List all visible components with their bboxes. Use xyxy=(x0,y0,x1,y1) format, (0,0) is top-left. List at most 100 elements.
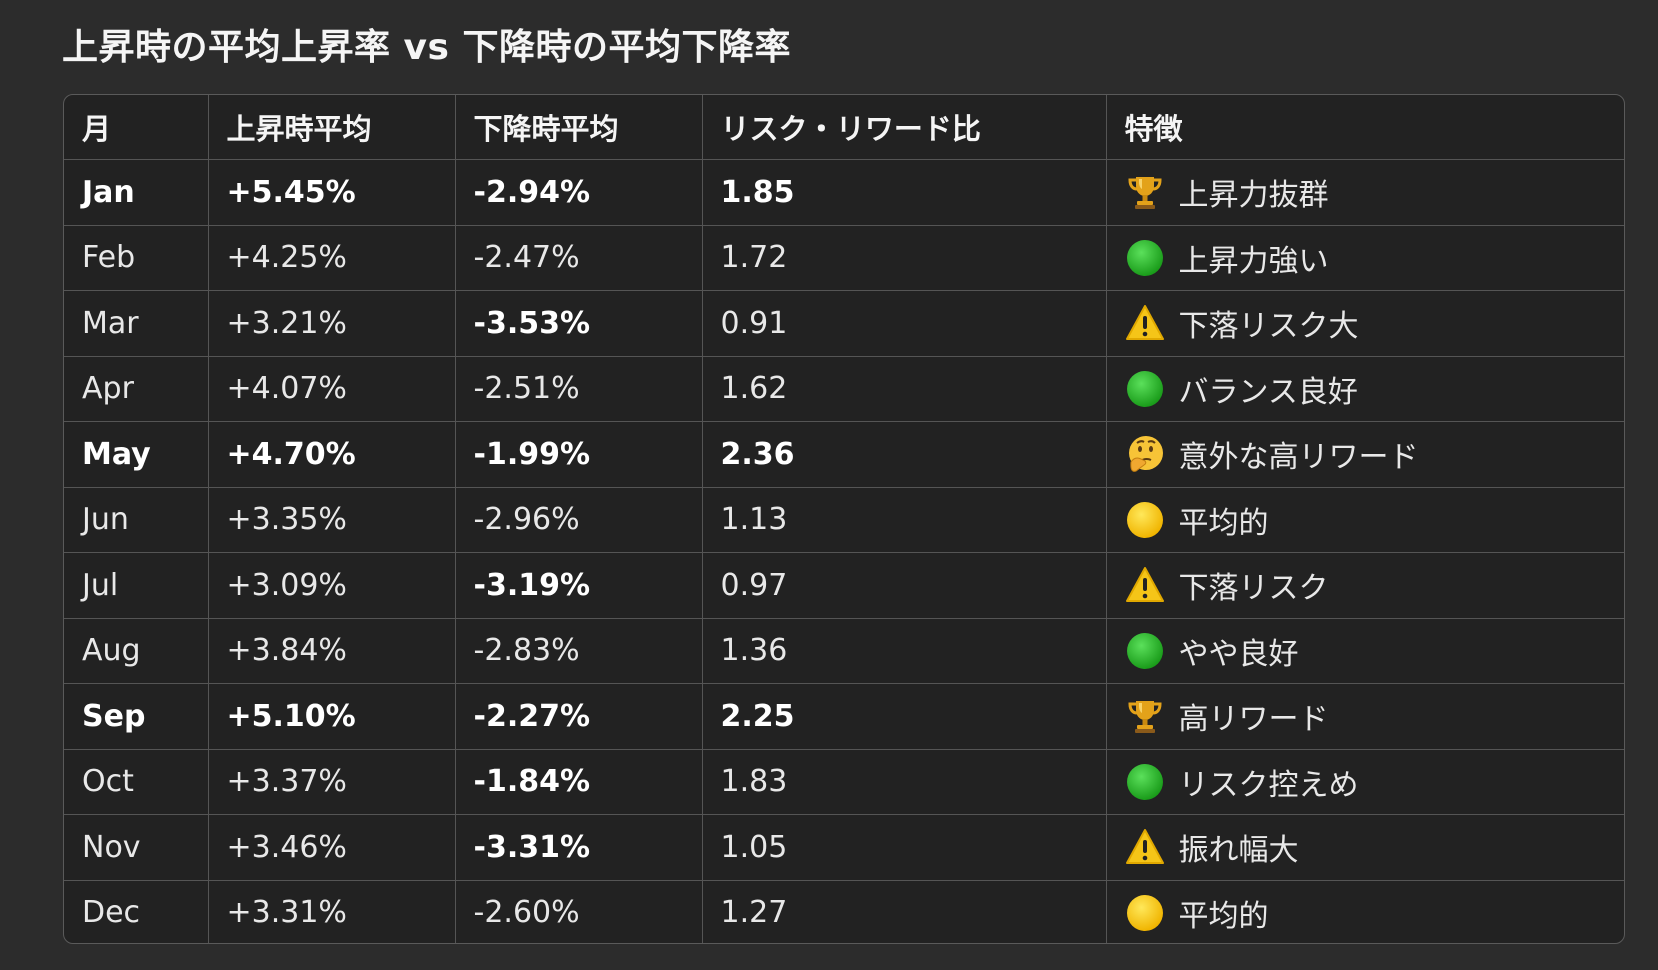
feature-label: 下落リスク xyxy=(1178,571,1329,607)
down-average-cell: -3.31% xyxy=(455,814,703,881)
feature-cell: 高リワード xyxy=(1106,683,1624,750)
down-average-cell: -3.19% xyxy=(455,552,703,619)
trophy-icon xyxy=(1125,696,1165,736)
green-circle-icon xyxy=(1125,369,1165,409)
feature-cell: リスク控えめ xyxy=(1106,749,1624,815)
down-average-cell: -2.83% xyxy=(455,618,703,684)
ratio-cell: 2.36 xyxy=(702,421,1107,488)
down-average-cell: -1.99% xyxy=(455,421,703,488)
feature-label: リスク控えめ xyxy=(1178,767,1359,803)
yellow-circle-icon xyxy=(1125,893,1165,933)
table-row: Oct +3.37% -1.84% 1.83 リスク控えめ xyxy=(64,749,1624,815)
feature-cell: 意外な高リワード xyxy=(1106,421,1624,488)
ratio-cell: 0.91 xyxy=(702,290,1107,357)
table-row: Sep +5.10% -2.27% 2.25 高リワード xyxy=(64,683,1624,750)
ratio-cell: 1.83 xyxy=(702,749,1107,815)
month-cell: Jan xyxy=(64,159,209,226)
ratio-cell: 1.27 xyxy=(702,880,1107,943)
feature-cell: 平均的 xyxy=(1106,880,1624,943)
month-cell: May xyxy=(64,421,209,488)
up-average-cell: +4.70% xyxy=(208,421,456,488)
data-table-container: 月 上昇時平均 下降時平均 リスク・リワード比 特徴 Jan +5.45% -2.9… xyxy=(63,94,1625,944)
ratio-cell: 2.25 xyxy=(702,683,1107,750)
table-row: Jun +3.35% -2.96% 1.13 平均的 xyxy=(64,487,1624,553)
page-title: 上昇時の平均上昇率 vs 下降時の平均下降率 xyxy=(62,27,791,68)
header-risk-reward-ratio: リスク・リワード比 xyxy=(702,95,1107,160)
down-average-cell: -3.53% xyxy=(455,290,703,357)
month-cell: Dec xyxy=(64,880,209,943)
feature-label: やや良好 xyxy=(1178,636,1299,672)
table-row: May +4.70% -1.99% 2.36 意外な高リワード xyxy=(64,421,1624,488)
green-circle-icon xyxy=(1125,238,1165,278)
feature-cell: 下落リスク xyxy=(1106,552,1624,619)
header-month: 月 xyxy=(64,95,209,160)
table-row: Feb +4.25% -2.47% 1.72 上昇力強い xyxy=(64,225,1624,291)
feature-cell: 上昇力抜群 xyxy=(1106,159,1624,226)
feature-cell: 平均的 xyxy=(1106,487,1624,553)
warning-icon xyxy=(1125,827,1165,867)
up-average-cell: +3.21% xyxy=(208,290,456,357)
feature-label: 高リワード xyxy=(1178,702,1329,738)
up-average-cell: +4.25% xyxy=(208,225,456,291)
month-cell: Mar xyxy=(64,290,209,357)
down-average-cell: -2.94% xyxy=(455,159,703,226)
yellow-circle-icon xyxy=(1125,500,1165,540)
down-average-cell: -2.51% xyxy=(455,356,703,422)
ratio-cell: 1.85 xyxy=(702,159,1107,226)
feature-label: 上昇力抜群 xyxy=(1178,178,1329,214)
month-cell: Feb xyxy=(64,225,209,291)
feature-cell: 上昇力強い xyxy=(1106,225,1624,291)
ratio-cell: 1.62 xyxy=(702,356,1107,422)
table-row: Jul +3.09% -3.19% 0.97 下落リスク xyxy=(64,552,1624,619)
up-average-cell: +5.10% xyxy=(208,683,456,750)
month-cell: Jun xyxy=(64,487,209,553)
up-average-cell: +3.35% xyxy=(208,487,456,553)
table-row: Nov +3.46% -3.31% 1.05 振れ幅大 xyxy=(64,814,1624,881)
feature-label: 意外な高リワード xyxy=(1178,440,1419,476)
month-cell: Oct xyxy=(64,749,209,815)
table-row: Aug +3.84% -2.83% 1.36 やや良好 xyxy=(64,618,1624,684)
ratio-cell: 0.97 xyxy=(702,552,1107,619)
down-average-cell: -2.47% xyxy=(455,225,703,291)
ratio-cell: 1.36 xyxy=(702,618,1107,684)
feature-label: 下落リスク大 xyxy=(1178,309,1359,345)
month-cell: Apr xyxy=(64,356,209,422)
thinking-face-icon xyxy=(1125,434,1165,474)
up-average-cell: +3.46% xyxy=(208,814,456,881)
green-circle-icon xyxy=(1125,762,1165,802)
down-average-cell: -2.60% xyxy=(455,880,703,943)
table-row: Apr +4.07% -2.51% 1.62 バランス良好 xyxy=(64,356,1624,422)
feature-label: 振れ幅大 xyxy=(1178,833,1299,869)
warning-icon xyxy=(1125,565,1165,605)
table-row: Dec +3.31% -2.60% 1.27 平均的 xyxy=(64,880,1624,943)
header-feature: 特徴 xyxy=(1106,95,1624,160)
header-up-average: 上昇時平均 xyxy=(208,95,456,160)
ratio-cell: 1.05 xyxy=(702,814,1107,881)
month-cell: Aug xyxy=(64,618,209,684)
down-average-cell: -2.96% xyxy=(455,487,703,553)
trophy-icon xyxy=(1125,172,1165,212)
green-circle-icon xyxy=(1125,631,1165,671)
ratio-cell: 1.72 xyxy=(702,225,1107,291)
ratio-cell: 1.13 xyxy=(702,487,1107,553)
table-header-row: 月 上昇時平均 下降時平均 リスク・リワード比 特徴 xyxy=(64,95,1624,160)
feature-label: 上昇力強い xyxy=(1178,243,1329,279)
month-cell: Nov xyxy=(64,814,209,881)
monthly-risk-reward-table: 月 上昇時平均 下降時平均 リスク・リワード比 特徴 Jan +5.45% -2.9… xyxy=(64,95,1624,943)
table-row: Mar +3.21% -3.53% 0.91 下落リスク大 xyxy=(64,290,1624,357)
month-cell: Jul xyxy=(64,552,209,619)
feature-label: 平均的 xyxy=(1178,898,1269,934)
down-average-cell: -1.84% xyxy=(455,749,703,815)
feature-cell: やや良好 xyxy=(1106,618,1624,684)
up-average-cell: +3.09% xyxy=(208,552,456,619)
table-row: Jan +5.45% -2.94% 1.85 上昇力抜群 xyxy=(64,159,1624,226)
up-average-cell: +3.84% xyxy=(208,618,456,684)
up-average-cell: +3.37% xyxy=(208,749,456,815)
up-average-cell: +3.31% xyxy=(208,880,456,943)
feature-label: 平均的 xyxy=(1178,505,1269,541)
feature-cell: バランス良好 xyxy=(1106,356,1624,422)
feature-cell: 振れ幅大 xyxy=(1106,814,1624,881)
month-cell: Sep xyxy=(64,683,209,750)
down-average-cell: -2.27% xyxy=(455,683,703,750)
header-down-average: 下降時平均 xyxy=(455,95,703,160)
